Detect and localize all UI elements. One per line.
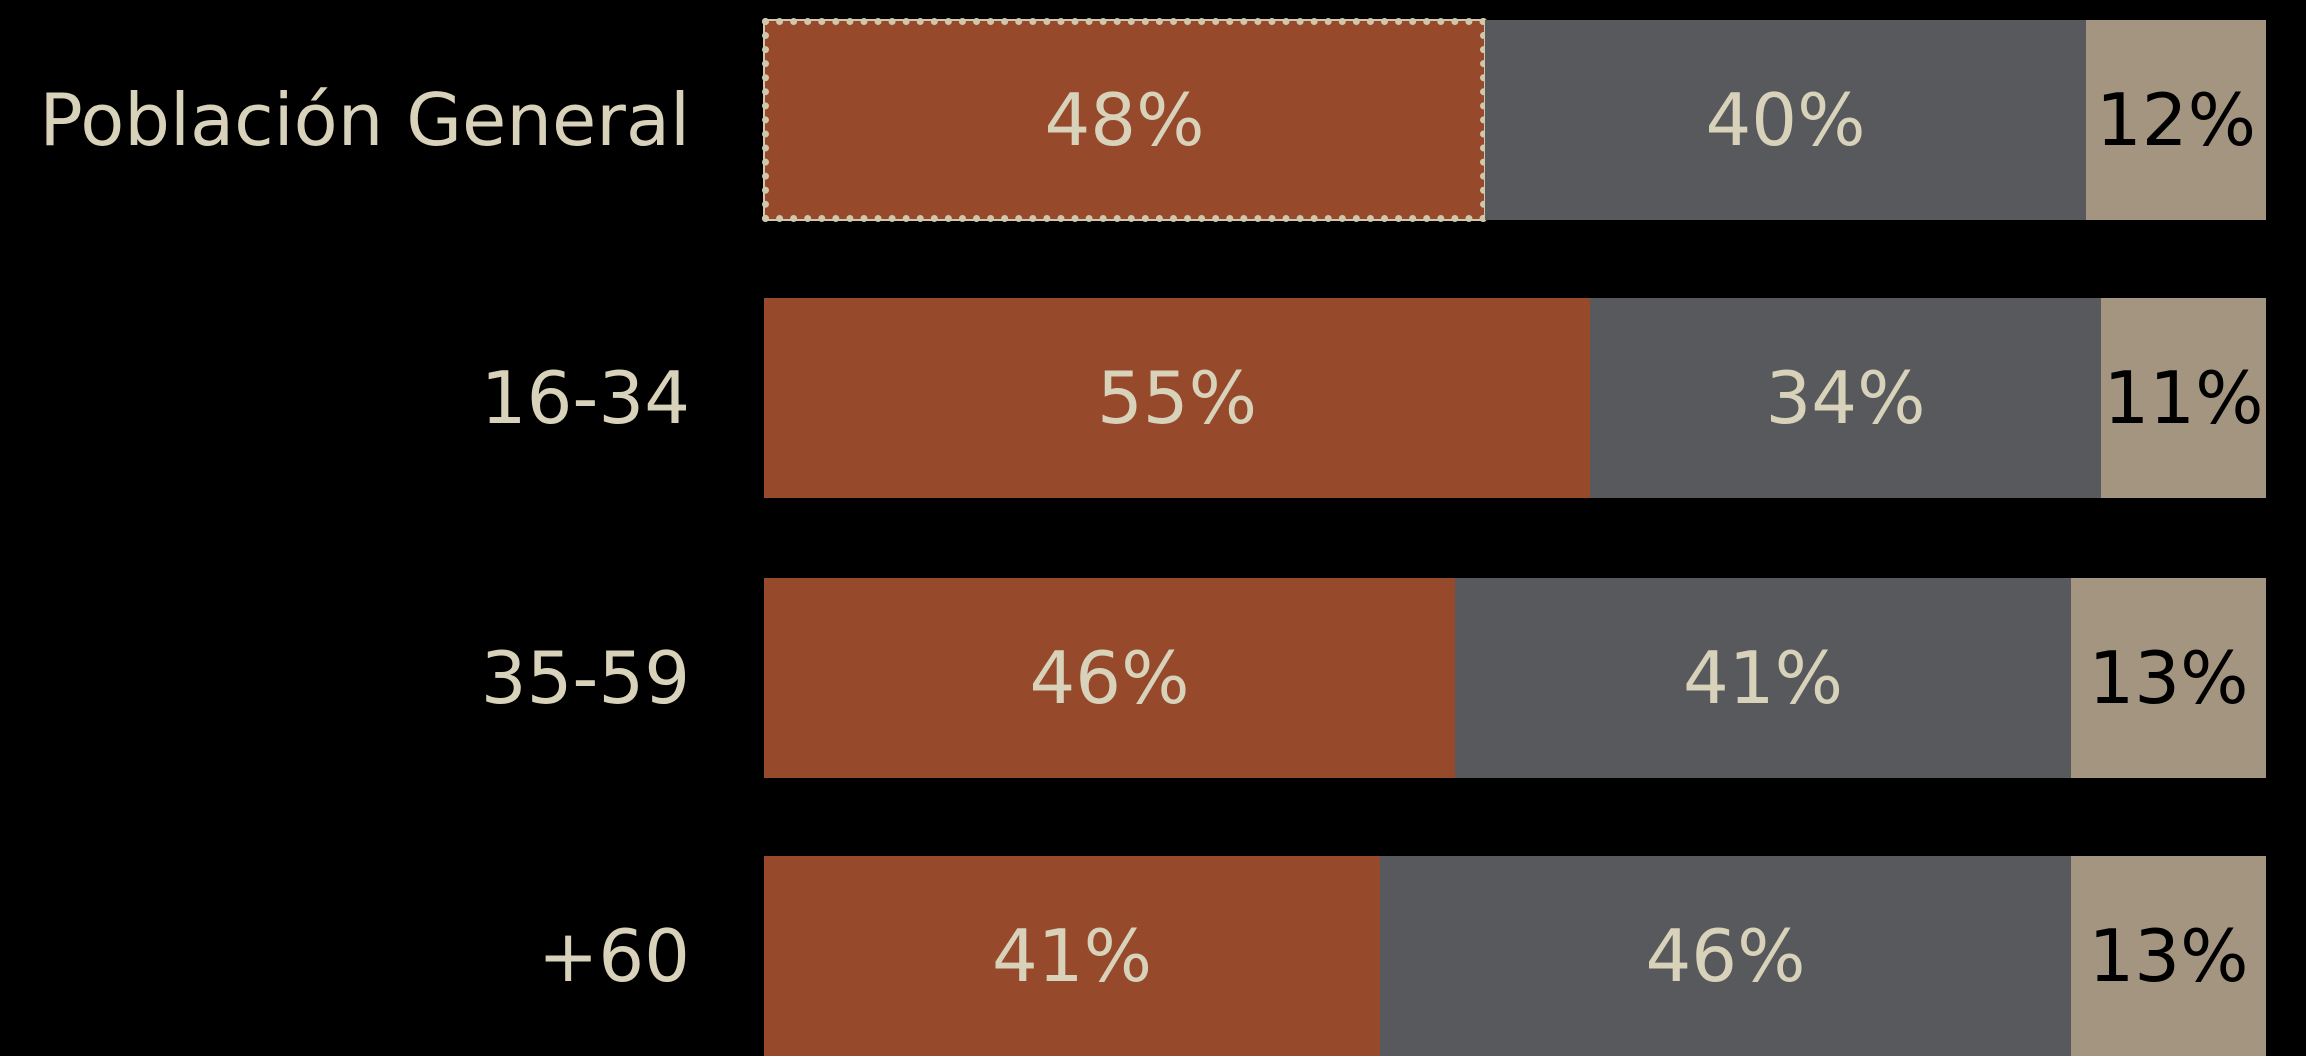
data-label: 41% (1682, 636, 1844, 720)
bar-segment: 13% (2071, 856, 2266, 1056)
data-label: 48% (1044, 78, 1205, 162)
bar-row: 55% 34% 11% (764, 298, 2266, 498)
category-label: Población General (39, 78, 690, 162)
bar-segment: 41% (764, 856, 1380, 1056)
bar-segment: 55% (764, 298, 1590, 498)
data-label: 55% (1096, 356, 1258, 440)
data-label: 41% (991, 914, 1153, 998)
bar-segment: 40% (1485, 20, 2086, 220)
category-label: 16-34 (480, 356, 690, 440)
data-label: 11% (2103, 356, 2264, 440)
bar-row: 41% 46% 13% (764, 856, 2266, 1056)
bar-segment: 11% (2101, 298, 2266, 498)
bar-segment: 34% (1590, 298, 2101, 498)
data-label: 40% (1705, 78, 1866, 162)
category-label: +60 (538, 914, 690, 998)
data-label: 13% (2088, 636, 2249, 720)
data-label: 46% (1645, 914, 1806, 998)
bar-segment: 46% (764, 578, 1455, 778)
data-label: 34% (1765, 356, 1926, 440)
bar-segment: 13% (2071, 578, 2266, 778)
bar-segment: 12% (2086, 20, 2266, 220)
data-label: 13% (2088, 914, 2249, 998)
data-label: 12% (2095, 78, 2257, 162)
bar-segment: 48% (762, 18, 1487, 222)
bar-segment: 41% (1455, 578, 2071, 778)
category-label: 35-59 (480, 636, 690, 720)
bar-row: 48% 40% 12% (762, 18, 2266, 222)
data-label: 46% (1029, 636, 1190, 720)
bar-segment: 46% (1380, 856, 2071, 1056)
bar-row: 46% 41% 13% (764, 578, 2266, 778)
